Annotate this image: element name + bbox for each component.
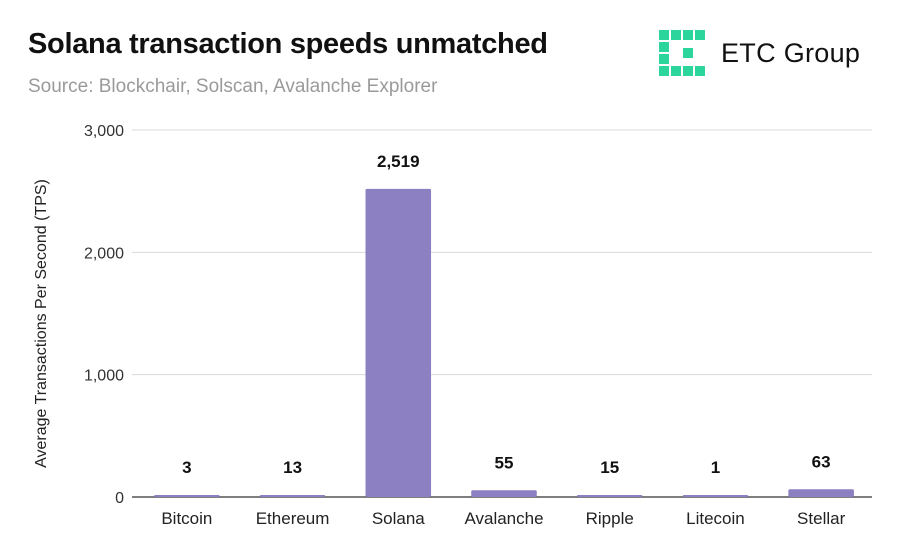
y-axis-label: Average Transactions Per Second (TPS)	[33, 179, 50, 468]
x-tick-label: Ripple	[586, 509, 634, 528]
bar-stellar	[788, 489, 854, 497]
y-tick-label: 2,000	[84, 245, 124, 262]
x-tick-label: Stellar	[797, 509, 846, 528]
bar-solana	[365, 188, 432, 497]
data-label: 63	[812, 452, 831, 471]
bar-avalanche	[471, 490, 537, 497]
etc-group-logo: ETC Group	[659, 30, 879, 76]
bar-ripple	[576, 495, 643, 497]
bar-ethereum	[259, 495, 326, 497]
chart-subtitle: Source: Blockchair, Solscan, Avalanche E…	[28, 76, 438, 97]
x-tick-label: Bitcoin	[161, 509, 212, 528]
y-tick-label: 1,000	[84, 368, 124, 385]
bar-litecoin	[682, 495, 749, 497]
x-tick-label: Solana	[372, 509, 425, 528]
x-tick-label: Ethereum	[256, 509, 330, 528]
y-tick-label: 3,000	[84, 123, 124, 140]
x-tick-label: Avalanche	[464, 509, 543, 528]
x-tick-label: Litecoin	[686, 509, 745, 528]
data-label: 1	[711, 458, 720, 477]
etc-group-logo-mark-icon	[659, 30, 705, 76]
data-label: 2,519	[377, 152, 420, 171]
data-label: 15	[600, 458, 619, 477]
y-tick-label: 0	[115, 490, 124, 507]
chart-title: Solana transaction speeds unmatched	[28, 28, 548, 60]
data-label: 13	[283, 458, 302, 477]
logo-text: ETC Group	[721, 38, 861, 68]
data-label: 3	[182, 458, 191, 477]
bar-bitcoin	[154, 495, 220, 497]
data-label: 55	[495, 453, 514, 472]
